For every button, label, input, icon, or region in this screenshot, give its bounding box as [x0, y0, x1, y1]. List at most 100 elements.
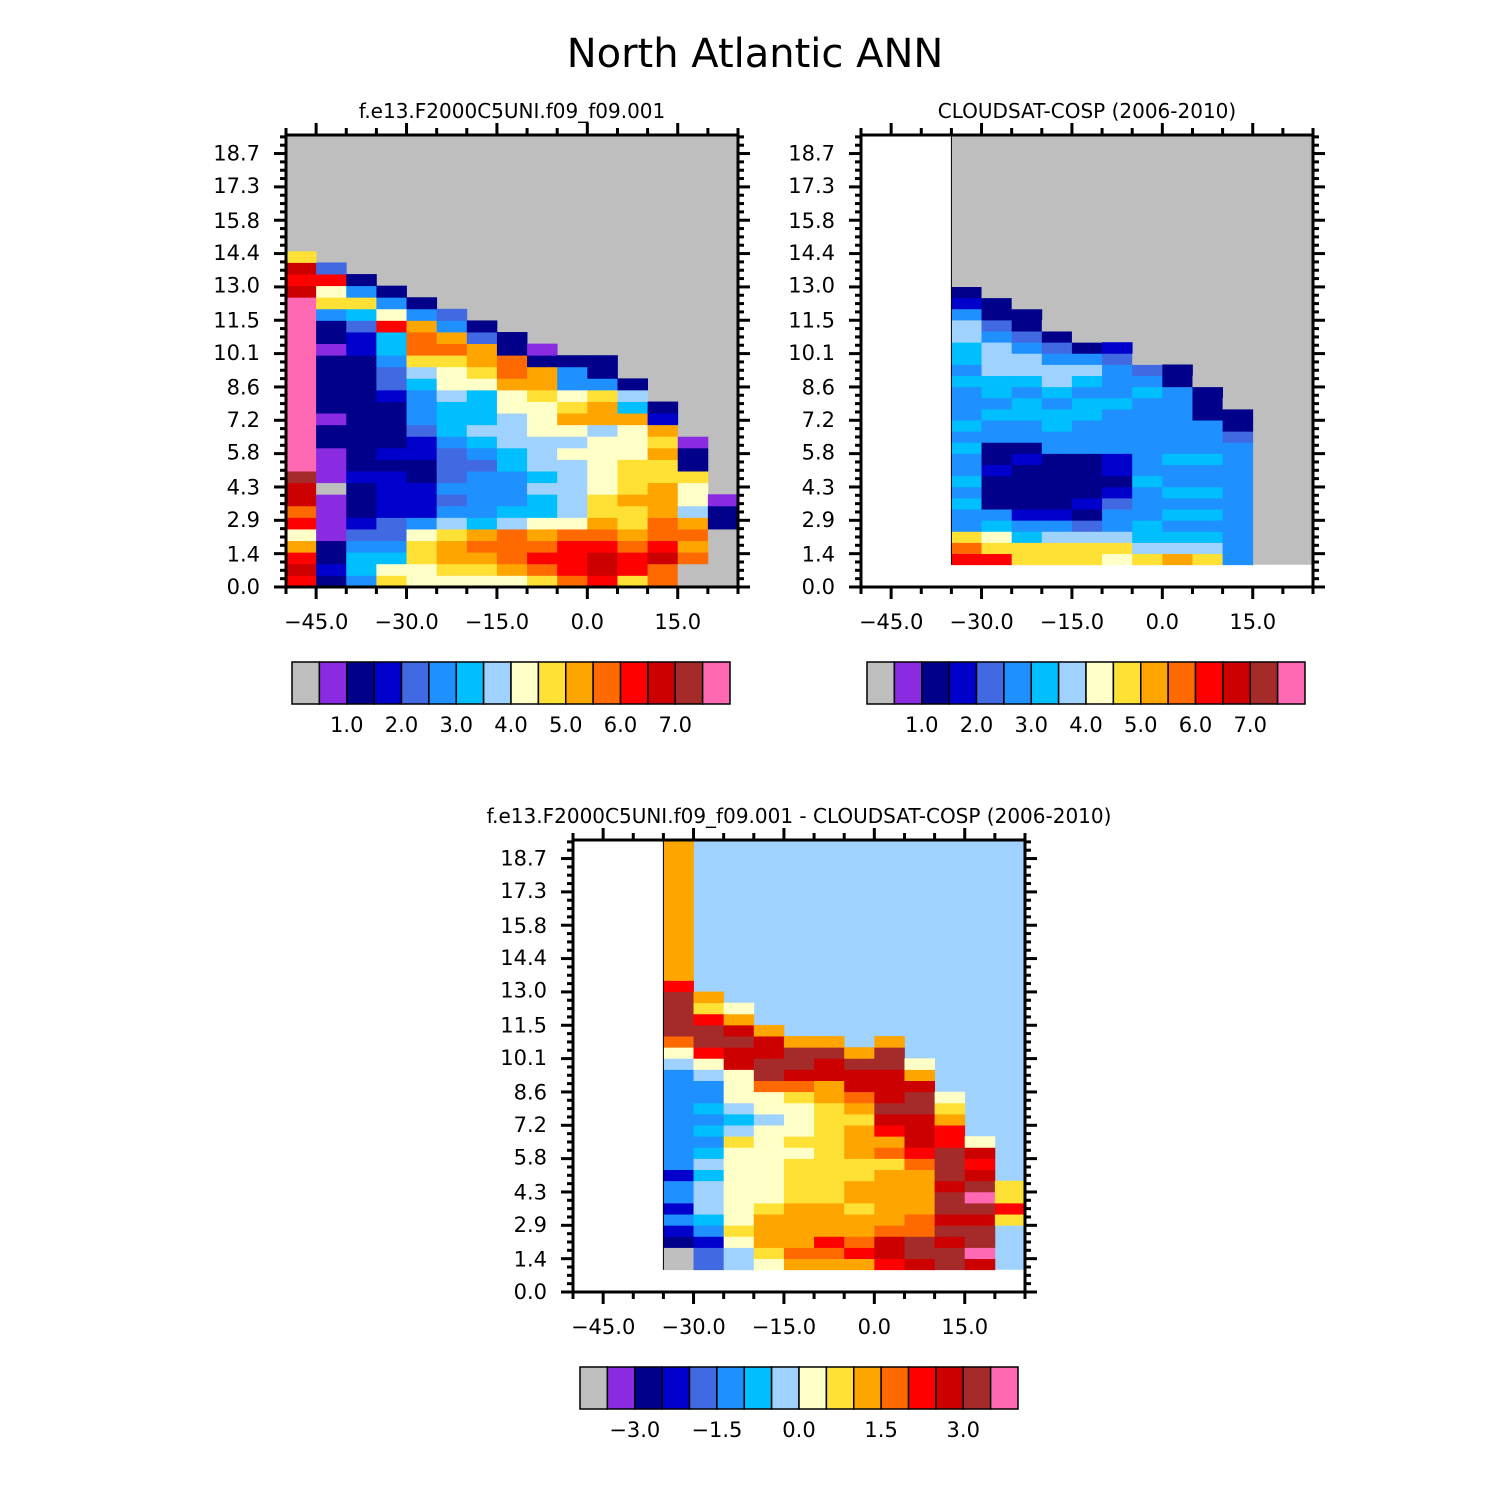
heatmap-cell	[1162, 464, 1193, 477]
heatmap-cell	[693, 1091, 725, 1104]
heatmap-cell	[527, 563, 558, 576]
heatmap-cell	[723, 1136, 755, 1148]
heatmap-cell	[1102, 509, 1133, 521]
heatmap-cell	[1071, 431, 1103, 443]
colorbar-swatch	[948, 661, 978, 705]
heatmap-cell	[874, 1202, 905, 1215]
heatmap-cell	[663, 1036, 694, 1048]
y-tick-label: 15.8	[213, 209, 260, 233]
heatmap-cell	[964, 1147, 996, 1159]
heatmap-cell	[874, 1247, 905, 1260]
heatmap-cell	[527, 366, 558, 379]
heatmap-cell	[286, 436, 317, 449]
heatmap-cell	[496, 447, 528, 460]
heatmap-cell	[663, 1125, 694, 1137]
heatmap-cell	[466, 355, 498, 368]
heatmap-cell	[617, 494, 648, 507]
axis-ticks	[274, 123, 750, 599]
heatmap-cell	[466, 505, 498, 518]
heatmap-cell	[466, 459, 498, 472]
heatmap-cell	[1192, 453, 1223, 466]
heatmap-cell	[951, 286, 982, 299]
heatmap-cell	[874, 1180, 905, 1193]
heatmap-cell	[844, 1158, 875, 1171]
heatmap-cell	[1071, 542, 1103, 555]
heatmap-cell	[1011, 319, 1043, 332]
heatmap-cell	[951, 464, 982, 477]
heatmap-cell	[934, 1113, 966, 1126]
y-tick-label: 13.0	[213, 274, 260, 298]
heatmap-cell	[436, 366, 468, 379]
heatmap-cell	[406, 401, 438, 414]
heatmap-cell	[677, 471, 709, 484]
x-tick-label: −30.0	[661, 1315, 725, 1339]
heatmap-cell	[376, 355, 407, 368]
colorbar-swatch	[1222, 661, 1251, 705]
x-tick-label: −15.0	[465, 610, 529, 634]
heatmap-cell	[663, 1080, 694, 1093]
heatmap-cell	[981, 453, 1013, 466]
heatmap-cell	[981, 319, 1013, 332]
heatmap-cell	[1071, 420, 1103, 432]
heatmap-cell	[951, 509, 982, 521]
y-tick-label: 18.7	[213, 142, 260, 166]
heatmap-cell	[753, 1214, 785, 1226]
heatmap-cell	[1041, 486, 1073, 499]
heatmap-cell	[1222, 442, 1254, 454]
heatmap-cell	[1222, 397, 1254, 410]
heatmap-cell	[316, 378, 347, 391]
heatmap-cell	[934, 1125, 966, 1137]
heatmap-cell	[406, 459, 438, 472]
heatmap-cell	[406, 517, 438, 530]
heatmap-cells	[286, 239, 739, 588]
heatmap-cell	[1011, 353, 1043, 365]
heatmap-cell	[964, 1258, 996, 1271]
heatmap-cell	[753, 1136, 785, 1148]
heatmap-cell	[376, 517, 407, 530]
x-tick-label: −30.0	[374, 610, 438, 634]
heatmap-cell	[647, 459, 679, 472]
heatmap-cell	[436, 529, 468, 542]
heatmap-cell	[1222, 531, 1254, 543]
heatmap-cell	[1102, 386, 1133, 399]
heatmap-cell	[783, 1147, 815, 1159]
heatmap-cell	[994, 1180, 1026, 1193]
heatmap-cell	[1192, 431, 1223, 443]
heatmap-cell	[496, 459, 528, 472]
heatmap-cell	[814, 1047, 845, 1059]
heatmap-cell	[1192, 420, 1223, 432]
heatmap-cell	[964, 1236, 996, 1248]
heatmap-cell	[814, 1247, 845, 1260]
heatmap-cell	[1162, 553, 1193, 566]
heatmap-cell	[951, 275, 982, 287]
colorbar-swatch	[400, 661, 430, 705]
colorbar-swatch	[1140, 661, 1169, 705]
heatmap-cell	[723, 1169, 755, 1182]
y-tick-label: 2.9	[227, 508, 260, 532]
heatmap-cell	[286, 297, 317, 310]
heatmap-cell	[527, 378, 558, 391]
heatmap-cell	[951, 364, 982, 377]
heatmap-cell	[964, 1169, 996, 1182]
heatmap-cell	[693, 1202, 725, 1215]
y-tick-label: 1.4	[514, 1248, 547, 1272]
heatmap-cell	[904, 1113, 935, 1126]
heatmap-cell	[753, 1202, 785, 1215]
heatmap-cell	[557, 366, 588, 379]
heatmap-cell	[406, 297, 438, 310]
heatmap-cell	[1102, 497, 1133, 510]
heatmap-cell	[376, 529, 407, 542]
heatmap-cell	[753, 1247, 785, 1260]
heatmap-cell	[496, 494, 528, 507]
heatmap-cell	[844, 1125, 875, 1137]
colorbar-label: 1.0	[905, 713, 938, 737]
heatmap-cell	[376, 552, 407, 565]
heatmap-cell	[1041, 475, 1073, 488]
colorbar-label: −1.5	[691, 1418, 742, 1442]
y-tick-label: 5.8	[802, 441, 835, 465]
heatmap-cell	[376, 447, 407, 460]
heatmap-cell	[1132, 509, 1163, 521]
heatmap-cell	[1222, 553, 1254, 566]
heatmap-cell	[1102, 375, 1133, 388]
colorbar-swatch	[989, 1366, 1019, 1410]
